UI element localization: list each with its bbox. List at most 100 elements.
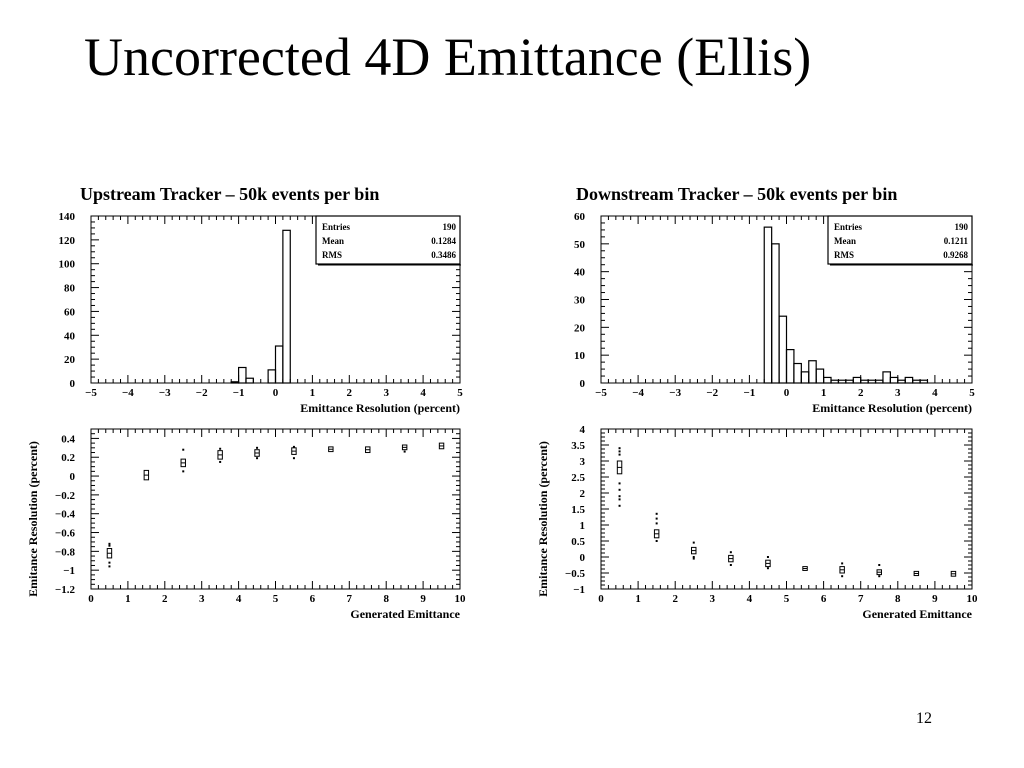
y-tick-label: 60 <box>574 211 586 223</box>
y-tick-label: 60 <box>64 306 76 318</box>
x-tick-label: 2 <box>347 387 353 399</box>
x-tick-label: 6 <box>821 593 827 605</box>
y-tick-label: 20 <box>574 322 586 334</box>
histogram-bin <box>763 226 773 384</box>
x-tick-label: −3 <box>669 387 681 399</box>
stats-label: Entries <box>322 222 350 232</box>
outlier-point <box>618 450 621 453</box>
outlier-point <box>403 450 406 453</box>
outlier-point <box>292 457 295 460</box>
histogram-bin <box>815 368 825 384</box>
x-tick-label: 0 <box>88 593 94 605</box>
y-tick-label: 0.2 <box>61 452 75 464</box>
outlier-point <box>655 522 658 525</box>
stats-label: Entries <box>834 222 862 232</box>
histogram-bin <box>904 376 914 384</box>
y-tick-label: 2 <box>580 488 586 500</box>
histogram-bin <box>897 379 906 384</box>
x-tick-label: 3 <box>199 593 205 605</box>
outlier-point <box>256 446 259 449</box>
histogram-bin <box>785 349 795 384</box>
y-tick-label: 2.5 <box>571 472 585 484</box>
outlier-point <box>108 561 111 564</box>
histogram-bin <box>808 360 817 384</box>
y-tick-label: 0 <box>580 552 586 564</box>
y-tick-label: 120 <box>59 235 76 247</box>
histogram-bin <box>230 381 240 384</box>
y-tick-label: −0.2 <box>55 490 76 502</box>
x-tick-label: 5 <box>969 387 975 399</box>
y-axis-label: Emitance Resolution (percent) <box>536 441 550 597</box>
x-tick-label: −5 <box>85 387 97 399</box>
outlier-point <box>108 565 111 568</box>
histogram-bin <box>889 376 899 384</box>
x-tick-label: −1 <box>744 387 756 399</box>
outlier-point <box>692 541 695 544</box>
y-tick-label: 80 <box>64 283 76 295</box>
x-axis-label: Emittance Resolution (percent) <box>812 401 972 415</box>
outlier-point <box>766 567 769 570</box>
outlier-point <box>618 447 621 450</box>
y-tick-label: −0.6 <box>55 528 76 540</box>
y-tick-label: −0.8 <box>55 546 76 558</box>
outlier-point <box>219 447 222 450</box>
x-tick-label: 6 <box>310 593 316 605</box>
x-tick-label: −4 <box>632 387 644 399</box>
y-tick-label: 1 <box>580 520 586 532</box>
x-tick-label: 0 <box>784 387 790 399</box>
x-tick-label: 5 <box>457 387 463 399</box>
histogram-bin <box>912 379 921 384</box>
x-tick-label: 7 <box>858 593 864 605</box>
outlier-point <box>182 448 185 451</box>
plot-frame <box>90 428 461 590</box>
upstream-box-chart: 0 1 2 3 4 5 6 7 8 9 10 −1.2 −1 −0.8 −0.6 −0.4 −0.2 0 0.2 0.… <box>26 428 467 621</box>
x-axis-label: Emittance Resolution (percent) <box>300 401 460 415</box>
outlier-point <box>766 556 769 558</box>
outlier-point <box>655 512 658 515</box>
histogram-bin <box>793 362 802 384</box>
outlier-point <box>108 544 111 547</box>
x-tick-label: 8 <box>895 593 901 605</box>
y-tick-label: 3 <box>580 456 586 468</box>
x-tick-label: −1 <box>233 387 245 399</box>
x-tick-label: 9 <box>420 593 426 605</box>
histogram-bin <box>238 366 247 384</box>
y-tick-label: 40 <box>574 267 586 279</box>
histogram-bin <box>867 379 877 384</box>
x-tick-label: 10 <box>455 593 467 605</box>
outlier-point <box>841 575 844 578</box>
y-tick-label: 0 <box>70 378 76 390</box>
y-tick-label: −1 <box>63 565 75 577</box>
outlier-point <box>692 556 695 558</box>
y-tick-label: 10 <box>574 350 586 362</box>
x-tick-label: 3 <box>895 387 901 399</box>
y-tick-label: 0.4 <box>61 433 75 445</box>
upstream-panel-title: Upstream Tracker – 50k events per bin <box>80 184 380 204</box>
x-axis-label: Generated Emittance <box>350 607 460 621</box>
histogram-bin <box>245 377 254 384</box>
x-tick-label: 5 <box>784 593 790 605</box>
outlier-point <box>729 551 732 554</box>
y-tick-label: 4 <box>580 424 586 436</box>
y-tick-label: −1.2 <box>55 584 76 596</box>
y-tick-label: 0 <box>70 471 76 483</box>
y-tick-label: 40 <box>64 330 76 342</box>
histogram-bin <box>778 315 788 384</box>
x-tick-label: 9 <box>932 593 938 605</box>
outlier-point <box>219 460 222 463</box>
outlier-point <box>692 557 695 560</box>
x-tick-label: 0 <box>598 593 604 605</box>
outlier-point <box>878 575 881 578</box>
outlier-point <box>618 482 621 485</box>
slide-title: Uncorrected 4D Emittance (Ellis) <box>84 27 812 87</box>
x-tick-label: 4 <box>236 593 242 605</box>
x-tick-label: 2 <box>672 593 678 605</box>
outlier-point <box>618 504 621 507</box>
x-tick-label: 1 <box>310 387 316 399</box>
histogram-bin <box>282 229 291 384</box>
stats-value: 0.1284 <box>431 236 456 246</box>
x-tick-label: 0 <box>273 387 279 399</box>
y-tick-label: 0.5 <box>571 536 585 548</box>
y-tick-label: −1 <box>573 584 585 596</box>
outlier-point <box>108 542 111 545</box>
